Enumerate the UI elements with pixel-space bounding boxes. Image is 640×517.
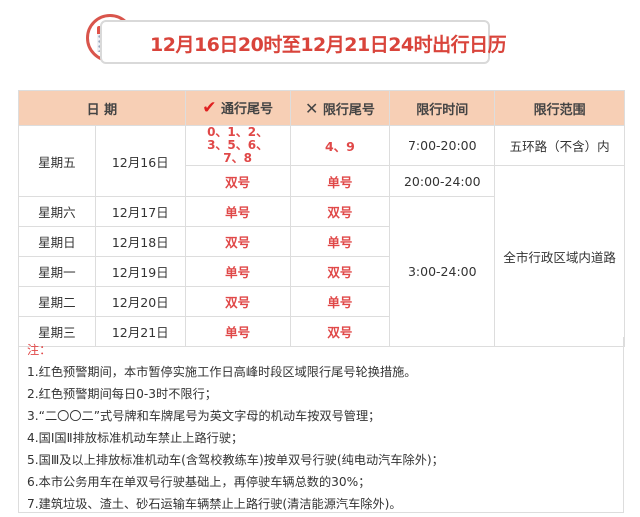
table-row: 双号 单号 20:00-24:00 全市行政区域内道路: [19, 165, 625, 347]
table-row: 星期五 12月16日 0、1、2、3、5、6、7、8 4、9 7:00-20:0…: [18, 125, 625, 197]
table-row: 星期三 12月21日 单号 双号: [18, 316, 625, 347]
restricted-plates: 单号: [289, 286, 391, 317]
restricted-plates: 双号: [289, 316, 391, 347]
allowed-plates: 单号: [184, 196, 291, 227]
check-icon: ✔: [202, 98, 217, 118]
header-restricted: ✕ 限行尾号: [289, 90, 391, 126]
x-icon: ✕: [304, 98, 319, 118]
date: 12月16日: [94, 125, 186, 197]
allowed-plates: 双号: [184, 226, 291, 257]
restriction-range: 五环路（不含）内: [494, 125, 625, 166]
restricted-plates: 单号: [289, 165, 391, 197]
date: 12月17日: [94, 196, 186, 227]
date: 12月19日: [94, 256, 186, 287]
weekday: 星期五: [18, 125, 96, 197]
allowed-plates: 双号: [184, 165, 291, 197]
header-allowed: ✔ 通行尾号: [184, 90, 291, 126]
table-row: 星期二 12月20日 双号 单号: [18, 286, 625, 317]
weekday: 星期一: [18, 256, 96, 287]
restriction-range: 全市行政区域内道路: [494, 165, 625, 347]
note-item: 5.国Ⅲ及以上排放标准机动车(含驾校教练车)按单双号行驶(纯电动汽车除外)；: [27, 453, 444, 467]
header-date: 日 期: [18, 90, 186, 126]
weekday: 星期三: [18, 316, 96, 347]
restricted-plates: 双号: [289, 196, 391, 227]
header-range: 限行范围: [494, 90, 625, 126]
note-item: 4.国Ⅰ国Ⅱ排放标准机动车禁止上路行驶；: [27, 431, 244, 445]
restriction-time: 3:00-24:00: [389, 196, 496, 347]
allowed-plates: 单号: [184, 256, 291, 287]
restricted-plates: 双号: [289, 256, 391, 287]
restriction-table: 日 期 ✔ 通行尾号 ✕ 限行尾号 限行时间 限行范围 星期五 12月16日 0…: [18, 90, 625, 347]
title-banner: 12月16日20时至12月21日24时出行日历: [100, 20, 507, 64]
note-item: 3.“二〇〇二”式号牌和车牌尾号为英文字母的机动车按双号管理；: [27, 409, 381, 423]
header-allowed-label: 通行尾号: [220, 102, 273, 117]
weekday: 星期六: [18, 196, 96, 227]
restriction-time: 7:00-20:00: [389, 125, 496, 166]
note-item: 6.本市公务用车在单双号行驶基础上，再停驶车辆总数的30%；: [27, 475, 371, 489]
table-row: 星期日 12月18日 双号 单号: [18, 226, 625, 257]
notes-heading: 注：: [27, 343, 52, 357]
note-item: 2.红色预警期间每日0-3时不限行；: [27, 387, 217, 401]
date: 12月21日: [94, 316, 186, 347]
weekday: 星期二: [18, 286, 96, 317]
table-header: 日 期 ✔ 通行尾号 ✕ 限行尾号 限行时间 限行范围: [18, 90, 625, 126]
allowed-plates: 0、1、2、3、5、6、7、8: [184, 125, 291, 166]
table-row: 星期一 12月19日 单号 双号: [18, 256, 625, 287]
allowed-plates: 双号: [184, 286, 291, 317]
note-item: 7.建筑垃圾、渣土、砂石运输车辆禁止上路行驶(清洁能源汽车除外)。: [27, 497, 402, 511]
note-item: 1.红色预警期间，本市暂停实施工作日高峰时段区域限行尾号轮换措施。: [27, 365, 417, 379]
page-title: 12月16日20时至12月21日24时出行日历: [150, 34, 507, 56]
restricted-plates: 4、9: [289, 125, 391, 166]
allowed-plates: 单号: [184, 316, 291, 347]
date: 12月20日: [94, 286, 186, 317]
header-time: 限行时间: [389, 90, 496, 126]
restricted-plates: 单号: [289, 226, 391, 257]
weekday: 星期日: [18, 226, 96, 257]
date: 12月18日: [94, 226, 186, 257]
header-restricted-label: 限行尾号: [322, 102, 375, 118]
notes-section: 注： 1.红色预警期间，本市暂停实施工作日高峰时段区域限行尾号轮换措施。 2.红…: [18, 337, 624, 513]
restriction-time: 20:00-24:00: [389, 165, 496, 197]
